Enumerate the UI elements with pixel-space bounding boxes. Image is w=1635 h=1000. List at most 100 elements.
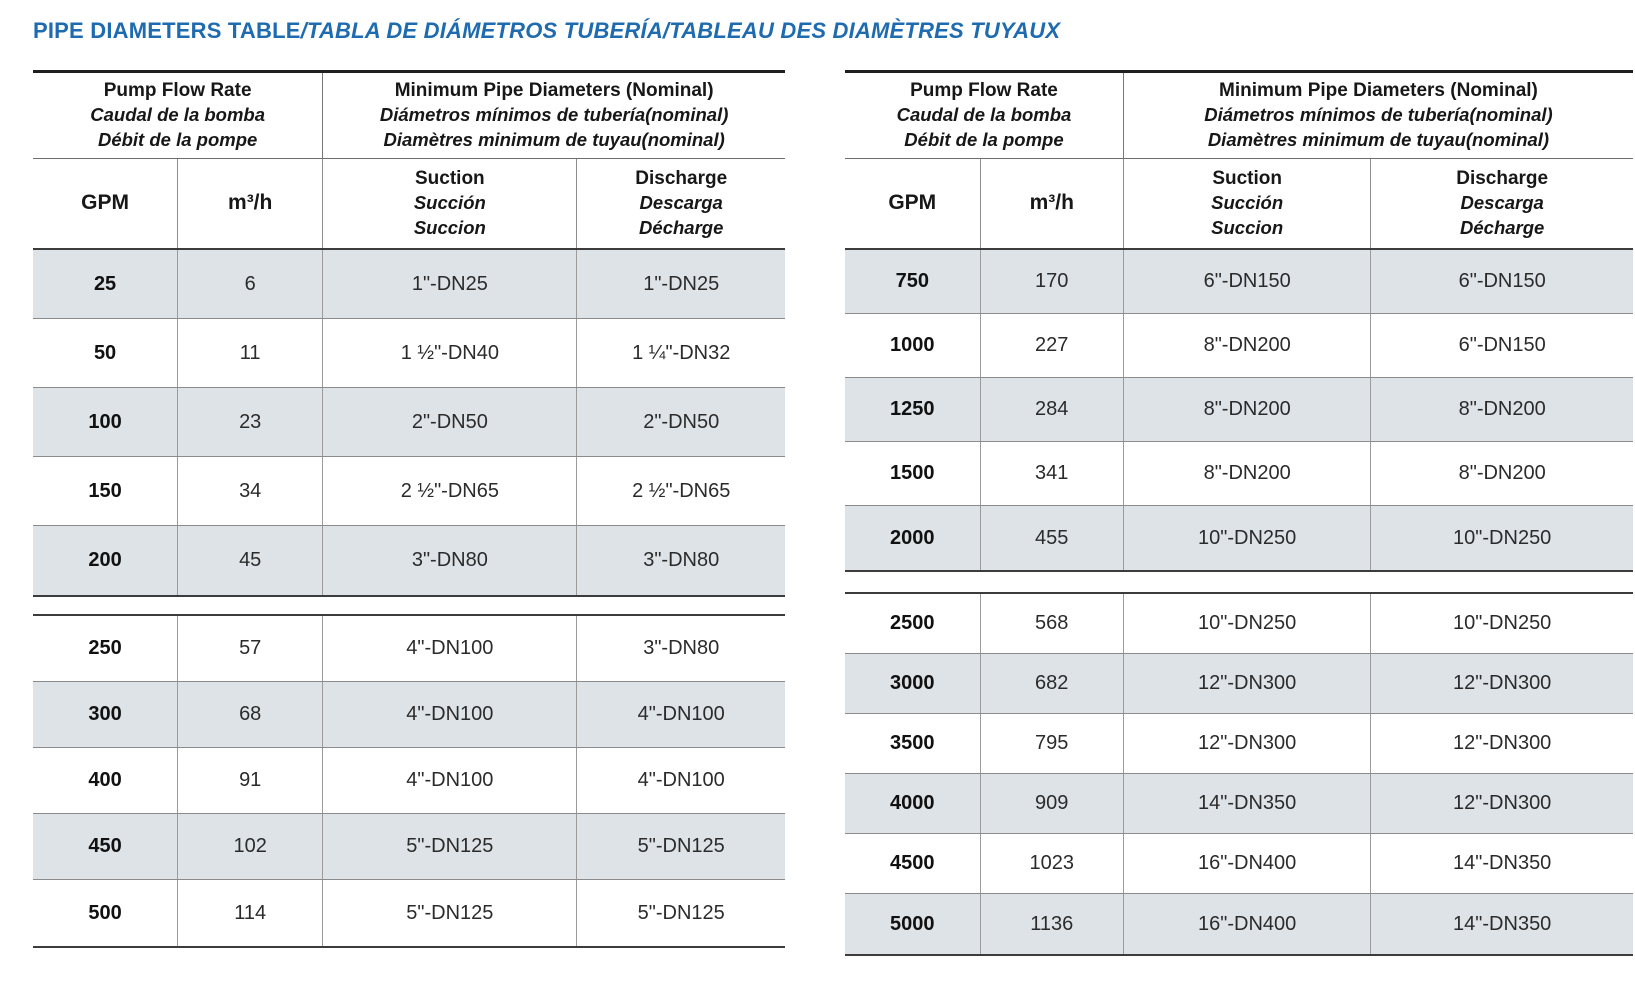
cell-discharge-diameter: 12"-DN300 <box>1453 672 1552 694</box>
cell-discharge-diameter: 3"-DN80 <box>643 549 720 571</box>
discharge-label-es: Descarga <box>1460 192 1544 214</box>
table-row: 4500 1023 16"-DN400 14"-DN350 <box>845 834 1633 894</box>
header-min-pipe-diameters-es: Diámetros mínimos de tubería(nominal) <box>379 104 729 126</box>
cell-discharge-diameter: 12"-DN300 <box>1453 732 1552 754</box>
header-min-pipe-diameters-en: Minimum Pipe Diameters (Nominal) <box>1219 79 1538 101</box>
cell-m3h-value: 1136 <box>981 894 1124 954</box>
suction-label-es: Succión <box>1211 192 1284 214</box>
cell-gpm-value: 500 <box>33 880 179 946</box>
cell-m3h-value: 227 <box>981 314 1124 377</box>
header-min-pipe-diameters: Minimum Pipe Diameters (Nominal) Diámetr… <box>1124 73 1633 158</box>
table-row: 1500 341 8"-DN200 8"-DN200 <box>845 442 1633 506</box>
suction-label-es: Succión <box>413 192 486 214</box>
column-header-discharge: Discharge Descarga Décharge <box>1371 159 1633 248</box>
m3h-label: m³/h <box>228 191 273 215</box>
table-row: 250 57 4"-DN100 3"-DN80 <box>33 616 785 682</box>
cell-gpm-value: 750 <box>845 250 981 313</box>
cell-gpm-value: 100 <box>33 388 179 456</box>
column-header-gpm: GPM <box>845 159 981 248</box>
header-min-pipe-diameters-en: Minimum Pipe Diameters (Nominal) <box>394 79 714 101</box>
group-separator <box>33 597 785 614</box>
cell-suction-diameter: 12"-DN300 <box>1124 654 1372 713</box>
table-header-row-left: Pump Flow Rate Caudal de la bomba Débit … <box>33 70 785 158</box>
header-pump-flow-rate: Pump Flow Rate Caudal de la bomba Débit … <box>845 73 1124 158</box>
cell-discharge-diameter: 5"-DN125 <box>637 835 725 857</box>
cell-gpm-value: 200 <box>33 526 179 595</box>
cell-suction-diameter: 14"-DN350 <box>1124 774 1372 833</box>
header-pump-flow-rate-en: Pump Flow Rate <box>103 79 252 101</box>
cell-gpm-value: 1500 <box>845 442 981 505</box>
table-row: 200 45 3"-DN80 3"-DN80 <box>33 526 785 595</box>
cell-gpm-value: 400 <box>33 748 179 813</box>
table-row: 25 6 1"-DN25 1"-DN25 <box>33 250 785 319</box>
cell-m3h-value: 455 <box>981 506 1124 570</box>
cell-discharge-diameter: 4"-DN100 <box>637 703 725 725</box>
table-subheader-row-left: GPM m³/h Suction Succión Succion Dischar… <box>33 158 785 250</box>
cell-suction-diameter: 10"-DN250 <box>1124 594 1372 653</box>
table-row: 500 114 5"-DN125 5"-DN125 <box>33 880 785 946</box>
cell-suction-diameter: 16"-DN400 <box>1124 834 1372 893</box>
cell-m3h-value: 341 <box>981 442 1124 505</box>
cell-gpm-value: 150 <box>33 457 179 525</box>
cell-discharge-diameter: 4"-DN100 <box>637 769 725 791</box>
table-row: 3000 682 12"-DN300 12"-DN300 <box>845 654 1633 714</box>
cell-discharge-diameter: 8"-DN200 <box>1458 462 1546 484</box>
table-row: 300 68 4"-DN100 4"-DN100 <box>33 682 785 748</box>
cell-discharge-diameter: 12"-DN300 <box>1453 792 1552 814</box>
header-pump-flow-rate: Pump Flow Rate Caudal de la bomba Débit … <box>33 73 324 158</box>
cell-m3h-value: 102 <box>178 814 324 879</box>
column-header-discharge: Discharge Descarga Décharge <box>577 159 785 248</box>
cell-m3h-value: 795 <box>981 714 1124 773</box>
gpm-label: GPM <box>888 191 937 215</box>
cell-gpm-value: 3000 <box>845 654 981 713</box>
cell-discharge-diameter: 3"-DN80 <box>643 637 720 659</box>
cell-suction-diameter: 2 ½"-DN65 <box>323 457 578 525</box>
table-right-group-2: 2500 568 10"-DN250 10"-DN250 3000 682 12… <box>845 592 1633 956</box>
cell-suction-diameter: 1"-DN25 <box>323 250 578 318</box>
table-row: 100 23 2"-DN50 2"-DN50 <box>33 388 785 457</box>
cell-m3h-value: 23 <box>178 388 324 456</box>
cell-gpm-value: 2000 <box>845 506 981 570</box>
table-row: 750 170 6"-DN150 6"-DN150 <box>845 250 1633 314</box>
cell-discharge-diameter: 5"-DN125 <box>637 901 725 924</box>
cell-m3h-value: 568 <box>981 594 1124 653</box>
column-header-suction: Suction Succión Succion <box>323 159 578 248</box>
cell-discharge-diameter: 6"-DN150 <box>1458 270 1546 292</box>
cell-discharge-diameter: 2 ½"-DN65 <box>632 479 731 502</box>
suction-label-fr: Succion <box>1211 217 1284 239</box>
column-header-m3h: m³/h <box>178 159 324 248</box>
cell-m3h-value: 91 <box>178 748 324 813</box>
cell-suction-diameter: 4"-DN100 <box>323 616 578 681</box>
table-row: 1000 227 8"-DN200 6"-DN150 <box>845 314 1633 378</box>
cell-discharge-diameter: 14"-DN350 <box>1453 912 1552 935</box>
table-row: 450 102 5"-DN125 5"-DN125 <box>33 814 785 880</box>
discharge-label-es: Descarga <box>639 192 723 214</box>
discharge-label-fr: Décharge <box>1460 217 1545 239</box>
cell-gpm-value: 4500 <box>845 834 981 893</box>
cell-suction-diameter: 5"-DN125 <box>323 880 578 946</box>
header-pump-flow-rate-es: Caudal de la bomba <box>896 104 1072 126</box>
pipe-diameters-table-left: Pump Flow Rate Caudal de la bomba Débit … <box>33 70 785 948</box>
cell-m3h-value: 34 <box>178 457 324 525</box>
m3h-label: m³/h <box>1029 191 1074 215</box>
cell-m3h-value: 284 <box>981 378 1124 441</box>
table-row: 1250 284 8"-DN200 8"-DN200 <box>845 378 1633 442</box>
cell-suction-diameter: 8"-DN200 <box>1124 442 1372 505</box>
cell-m3h-value: 45 <box>178 526 324 595</box>
cell-gpm-value: 450 <box>33 814 179 879</box>
table-row: 2000 455 10"-DN250 10"-DN250 <box>845 506 1633 570</box>
cell-discharge-diameter: 1"-DN25 <box>643 272 720 295</box>
header-min-pipe-diameters-fr: Diamètres minimum de tuyau(nominal) <box>1207 129 1550 151</box>
cell-gpm-value: 3500 <box>845 714 981 773</box>
table-row: 150 34 2 ½"-DN65 2 ½"-DN65 <box>33 457 785 526</box>
discharge-label-en: Discharge <box>1456 167 1549 189</box>
cell-gpm-value: 5000 <box>845 894 981 954</box>
cell-m3h-value: 682 <box>981 654 1124 713</box>
table-row: 2500 568 10"-DN250 10"-DN250 <box>845 594 1633 654</box>
cell-discharge-diameter: 14"-DN350 <box>1453 852 1552 874</box>
cell-discharge-diameter: 1 ¼"-DN32 <box>632 341 731 364</box>
discharge-label-fr: Décharge <box>639 217 724 239</box>
column-header-m3h: m³/h <box>981 159 1124 248</box>
table-right-group-1: 750 170 6"-DN150 6"-DN150 1000 227 8"-DN… <box>845 250 1633 572</box>
header-pump-flow-rate-fr: Débit de la pompe <box>904 129 1064 151</box>
